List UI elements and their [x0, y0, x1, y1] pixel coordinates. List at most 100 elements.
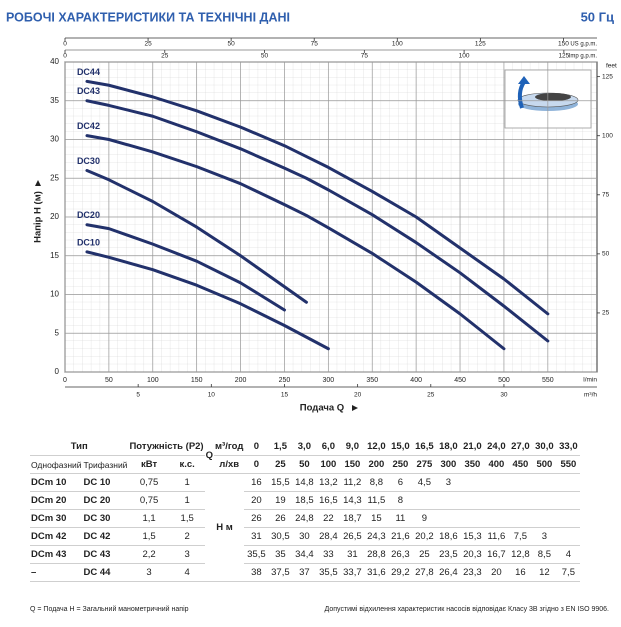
x-tick-label: 200: [235, 377, 247, 384]
head-value: 37,5: [268, 563, 293, 582]
x4-tick-label: 0: [63, 53, 67, 60]
table-row: DCm 43 DC 43 2,2 3 35,5 35 34,4 33 31 28,8 26,3 25 2…: [30, 545, 581, 564]
head-value: 4: [556, 545, 581, 564]
x3-tick-label: 100: [392, 41, 403, 48]
curve: [85, 99, 550, 343]
head-value: [532, 491, 557, 510]
head-value: 15,3: [460, 527, 485, 546]
head-value: [412, 491, 437, 510]
head-value: 14,8: [292, 473, 317, 492]
q-m3h: 6,0: [316, 438, 341, 456]
x2-tick-label: 10: [208, 392, 216, 399]
head-value: 37: [292, 563, 317, 582]
header-cell: H м: [204, 473, 245, 582]
head-value: 11,2: [340, 473, 365, 492]
curve-label: DC43: [77, 86, 100, 96]
x4-tick-label: 50: [261, 53, 269, 60]
head-value: [508, 491, 533, 510]
head-value: 24,8: [292, 509, 317, 528]
x3-unit: US g.p.m.: [570, 42, 597, 48]
table-row: DCm 30 DC 30 1,1 1,5 26 26 24,8 22 18,7 15 11 9: [30, 509, 581, 528]
q-lmin: 150: [340, 455, 365, 474]
head-value: 8,8: [364, 473, 389, 492]
x3-tick-label: 0: [63, 41, 67, 48]
table-row: – DC 44 3 4 38 37,5 37 35,5 33,7 31,6 29,2 27,8 26,4…: [30, 563, 581, 582]
x-tick-label: 450: [454, 377, 466, 384]
q-lmin: 550: [556, 455, 581, 474]
model: DCm 43: [30, 545, 83, 564]
q-m3h: 15,0: [388, 438, 413, 456]
header-cell: кВт: [128, 455, 170, 474]
y-tick-label: 25: [50, 173, 59, 182]
head-value: 23,5: [436, 545, 461, 564]
head-value: 22: [316, 509, 341, 528]
y-axis-title: Напір H (м): [33, 191, 44, 243]
head-value: 20,3: [460, 545, 485, 564]
head-value: [460, 509, 485, 528]
head-value: 18,5: [292, 491, 317, 510]
head-value: 11,6: [484, 527, 509, 546]
header-cell: л/хв: [214, 455, 245, 474]
head-value: [556, 509, 581, 528]
y2-unit: feet: [606, 63, 617, 70]
x-tick-label: 400: [410, 377, 422, 384]
x4-tick-label: 25: [161, 53, 169, 60]
header-cell: Q: [204, 438, 214, 474]
head-value: 8: [388, 491, 413, 510]
head-value: 3: [532, 527, 557, 546]
head-value: 35,5: [316, 563, 341, 582]
x2-tick-label: 15: [281, 392, 289, 399]
head-value: 18,7: [340, 509, 365, 528]
power-kw: 0,75: [128, 491, 170, 510]
x3-tick-label: 75: [311, 41, 319, 48]
q-m3h: 30,0: [532, 438, 557, 456]
head-value: 16,7: [484, 545, 509, 564]
x4-tick-label: 125: [558, 53, 569, 60]
model: DCm 20: [30, 491, 83, 510]
head-value: 26,3: [388, 545, 413, 564]
curve-label: DC30: [77, 156, 100, 166]
y-tick-label: 20: [50, 212, 59, 221]
q-m3h: 33,0: [556, 438, 581, 456]
model: DC 43: [82, 545, 129, 564]
curve: [85, 169, 308, 304]
chart: РОБОЧІ ХАРАКТЕРИСТИКИ ТА ТЕХНІЧНІ ДАНІ 5…: [6, 9, 617, 413]
y2-tick-label: 75: [602, 192, 610, 199]
head-value: [484, 491, 509, 510]
y2-tick-label: 25: [602, 310, 610, 317]
head-value: 9: [412, 509, 437, 528]
x2-tick-label: 5: [136, 392, 140, 399]
x3-tick-label: 25: [144, 41, 152, 48]
header-cell: к.с.: [169, 455, 205, 474]
x-tick-label: 150: [191, 377, 203, 384]
model: DC 10: [82, 473, 129, 492]
header-cell: Однофазний: [30, 455, 83, 474]
curve-label: DC20: [77, 210, 100, 220]
curve: [85, 79, 550, 316]
x2-tick-label: 20: [354, 392, 362, 399]
head-value: [556, 473, 581, 492]
power-kw: 2,2: [128, 545, 170, 564]
q-m3h: 24,0: [484, 438, 509, 456]
model: DCm 42: [30, 527, 83, 546]
head-value: 33: [316, 545, 341, 564]
table-row: DCm 20 DC 20 0,75 1 20 19 18,5 16,5 14,3 11,5 8: [30, 491, 581, 510]
x-unit: l/min: [583, 377, 597, 384]
y-tick-label: 0: [55, 367, 60, 376]
x4-unit: Imp g.p.m.: [569, 54, 598, 60]
table-row: Однофазний Трифазний кВт к.с. л/хв 0 25 50 100 15…: [30, 455, 581, 474]
q-m3h: 27,0: [508, 438, 533, 456]
head-value: [532, 473, 557, 492]
x-tick-label: 500: [498, 377, 510, 384]
curve: [85, 250, 330, 351]
x3-tick-label: 150: [558, 41, 569, 48]
head-value: [436, 509, 461, 528]
power-kw: 1,1: [128, 509, 170, 528]
header-cell: Потужність (P2): [128, 438, 205, 456]
head-value: 20: [484, 563, 509, 582]
head-value: 7,5: [508, 527, 533, 546]
q-lmin: 400: [484, 455, 509, 474]
y-tick-label: 30: [50, 135, 59, 144]
page-title: РОБОЧІ ХАРАКТЕРИСТИКИ ТА ТЕХНІЧНІ ДАНІ: [6, 10, 290, 24]
head-value: 26: [268, 509, 293, 528]
